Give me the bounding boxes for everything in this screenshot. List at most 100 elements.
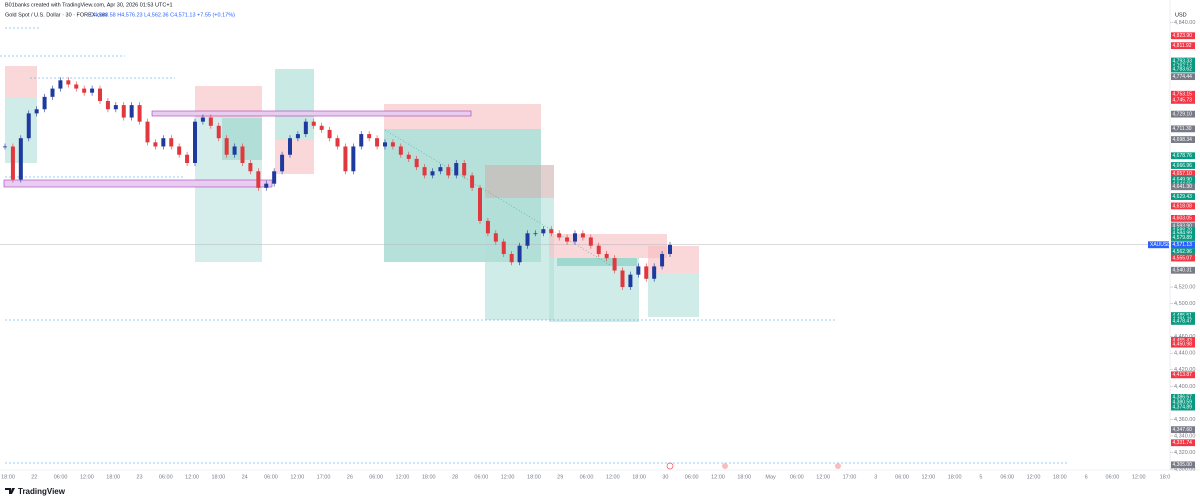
stop-zone xyxy=(384,104,541,129)
candle xyxy=(660,253,665,267)
candle xyxy=(446,167,451,176)
candle xyxy=(264,183,269,188)
candle xyxy=(430,171,435,176)
price-tag-label: 4,753.15 xyxy=(1173,92,1193,98)
candle xyxy=(509,253,514,263)
time-label: 06:00 xyxy=(790,474,804,480)
time-label: 12:00 xyxy=(921,474,935,480)
price-label: 4,340.00 xyxy=(1174,433,1195,439)
candle xyxy=(549,229,554,234)
price-tag-label: 4,380.59 xyxy=(1173,400,1193,406)
price-tag-label: 4,783.62 xyxy=(1173,66,1193,72)
time-label: 06:00 xyxy=(474,474,488,480)
zone xyxy=(151,110,472,117)
target-zone xyxy=(648,273,699,317)
time-label: 18:00 xyxy=(422,474,436,480)
candle xyxy=(169,138,174,147)
price-tag-label: 4,386.57 xyxy=(1173,395,1193,401)
time-label: 06:00 xyxy=(1106,474,1120,480)
price-tag-label: 4,666.96 xyxy=(1173,163,1193,169)
price-label: 4,420.00 xyxy=(1174,367,1195,373)
candle xyxy=(422,167,427,176)
time-label: 30 xyxy=(662,474,668,480)
price-tag xyxy=(1171,152,1195,160)
candle xyxy=(26,113,31,139)
price-tag xyxy=(1171,222,1195,230)
price-tag xyxy=(1171,57,1195,65)
candle xyxy=(343,146,348,172)
candle xyxy=(565,237,570,242)
time-label: 3 xyxy=(874,474,877,480)
candle xyxy=(462,163,467,176)
price-tag xyxy=(1171,65,1195,73)
event-icon xyxy=(722,463,728,469)
time-label: 12:00 xyxy=(396,474,410,480)
price-tag xyxy=(1171,162,1195,169)
price-tag xyxy=(1171,394,1195,401)
candle xyxy=(303,121,308,135)
candle xyxy=(74,84,79,89)
price-label: 4,840.00 xyxy=(1174,20,1195,26)
symbol-label: XAUUSD xyxy=(1150,242,1171,248)
price-label: 4,400.00 xyxy=(1174,384,1195,390)
price-tag-label: 4,811.92 xyxy=(1173,43,1192,49)
candle xyxy=(42,96,47,110)
candle xyxy=(129,105,134,118)
candle xyxy=(224,138,229,155)
brand: TradingView xyxy=(18,487,66,496)
price-tag-label: 4,618.08 xyxy=(1173,203,1193,209)
candle xyxy=(288,138,292,155)
price-tag xyxy=(1171,96,1195,104)
time-label: 18:00 xyxy=(211,474,225,480)
time-label: 17:00 xyxy=(317,474,331,480)
price-tag xyxy=(1171,340,1195,348)
price-tag-label: 4,593.90 xyxy=(1173,223,1193,229)
price-tag-label: 4,823.90 xyxy=(1173,33,1193,39)
candle xyxy=(153,142,158,147)
candle xyxy=(390,142,395,147)
price-label: 4,320.00 xyxy=(1174,450,1195,456)
time-label: 12:00 xyxy=(185,474,199,480)
price-tag xyxy=(1171,371,1195,379)
candle xyxy=(612,258,617,271)
price-tag-label: 4,657.10 xyxy=(1173,171,1193,177)
time-label: 12:00 xyxy=(80,474,94,480)
time-label: 06:00 xyxy=(264,474,278,480)
candle xyxy=(335,138,340,147)
current-label: 4,571.13 xyxy=(1173,242,1193,248)
time-label: 5 xyxy=(979,474,982,480)
candle xyxy=(161,138,166,147)
price-tag-label: 4,603.05 xyxy=(1173,216,1193,222)
candle xyxy=(485,220,490,234)
candle xyxy=(240,146,245,164)
candle xyxy=(145,121,150,143)
price-tag-label: 4,745.73 xyxy=(1173,98,1193,104)
candle xyxy=(406,154,411,159)
price-tag xyxy=(1171,439,1195,447)
price-tag-label: 4,413.87 xyxy=(1173,372,1193,378)
time-label: 28 xyxy=(452,474,458,480)
price-tag-label: 4,774.44 xyxy=(1173,74,1193,80)
candle xyxy=(478,187,482,221)
candle xyxy=(533,233,538,235)
candle xyxy=(398,146,403,155)
time-label: 18:00 xyxy=(948,474,962,480)
candle xyxy=(375,138,380,147)
time-label: 06:00 xyxy=(159,474,173,480)
candle xyxy=(644,266,649,279)
price-tag-label: 4,555.07 xyxy=(1173,255,1193,261)
price-tag xyxy=(1171,176,1195,184)
candle xyxy=(272,171,277,184)
price-tag xyxy=(1171,398,1195,406)
time-label: 17:00 xyxy=(843,474,857,480)
candle xyxy=(66,80,71,85)
candle xyxy=(359,134,364,147)
zone xyxy=(3,179,273,188)
candle xyxy=(137,105,142,122)
stop-zone xyxy=(485,165,554,198)
price-tag xyxy=(1171,170,1195,178)
time-label: May xyxy=(765,474,776,480)
candle xyxy=(493,233,498,242)
candle xyxy=(541,229,546,234)
candle xyxy=(596,245,601,254)
